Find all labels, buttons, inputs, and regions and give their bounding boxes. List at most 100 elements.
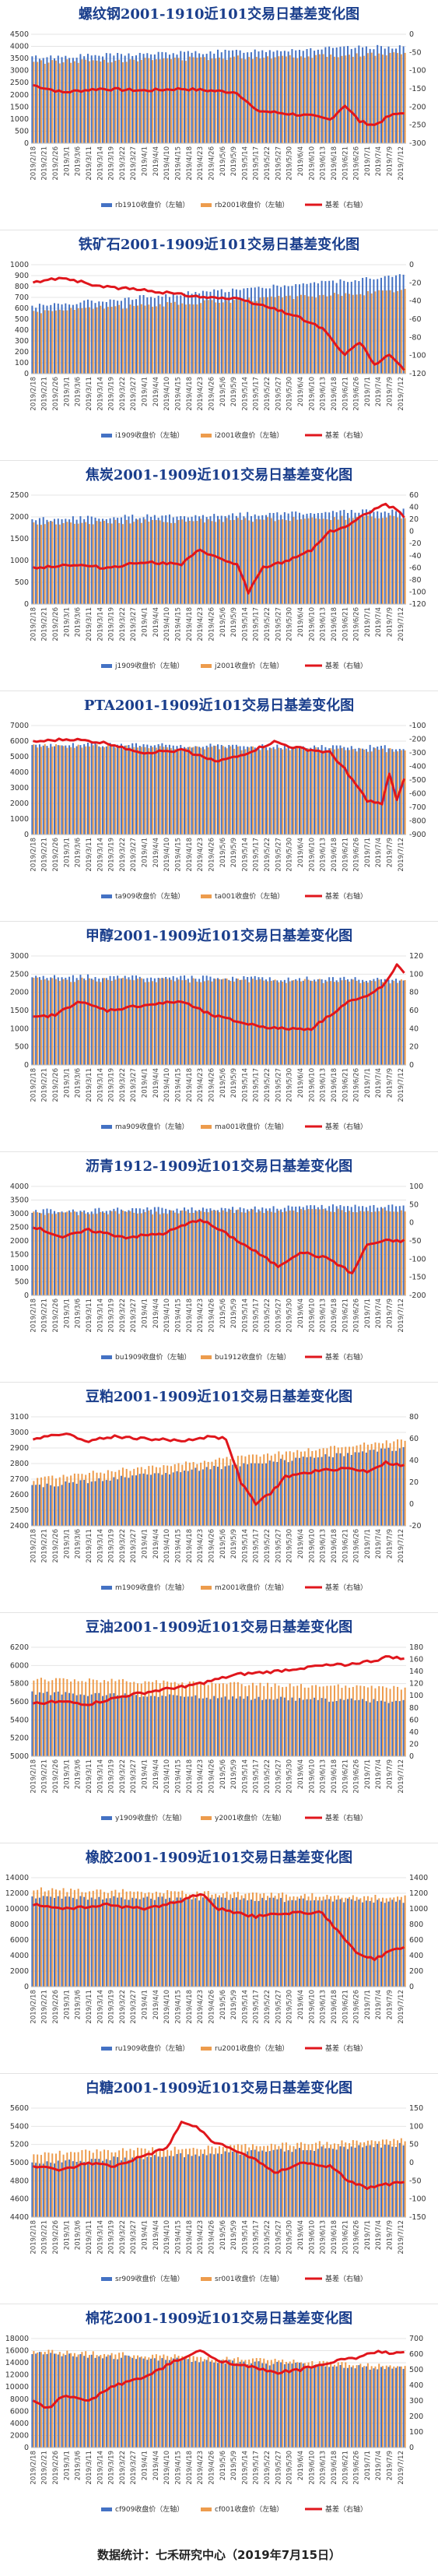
x-tick-label: 2019/7/4 [375, 1068, 383, 1098]
near-contract-bar [42, 745, 44, 835]
x-tick-label: 2019/4/1 [142, 838, 149, 867]
near-contract-bar [387, 1901, 390, 1987]
far-contract-bar [374, 1442, 377, 1526]
x-tick-label: 2019/7/9 [387, 1990, 394, 2019]
near-contract-bar [398, 980, 401, 1065]
far-contract-bar [363, 516, 366, 604]
far-contract-bar [244, 1893, 247, 1987]
near-contract-bar [194, 746, 197, 835]
near-contract-bar [150, 54, 152, 143]
far-contract-bar [400, 290, 402, 374]
x-tick-label: 2019/5/22 [264, 1990, 272, 2024]
near-contract-bar [295, 284, 297, 374]
near-contract-bar [46, 746, 48, 835]
near-contract-bar [90, 1897, 93, 1987]
near-contract-bar [98, 301, 100, 374]
far-contract-bar [356, 2365, 358, 2448]
x-tick-label: 2019/3/6 [75, 1068, 82, 1098]
near-contract-bar [31, 1212, 33, 1295]
far-contract-bar [370, 516, 373, 604]
far-contract-bar [270, 748, 272, 835]
far-contract-bar [159, 1683, 161, 1756]
near-contract-bar [54, 1211, 56, 1295]
far-contract-bar [404, 1687, 406, 1756]
near-contract-bar [328, 748, 331, 835]
bars-group [31, 1439, 406, 1526]
near-contract-bar [302, 2149, 304, 2217]
far-contract-bar [207, 518, 209, 604]
near-contract-bar [347, 1699, 349, 1756]
legend: i1909收盘价（左轴） i2001收盘价（左轴） 基差（右轴） [101, 431, 367, 440]
legend: ta909收盘价（左轴） ta001收盘价（左轴） 基差（右轴） [101, 891, 367, 901]
far-contract-bar [307, 518, 310, 604]
near-contract-bar [243, 1898, 245, 1987]
near-contract-bar [120, 1475, 122, 1526]
y-right-tick-label: -500 [409, 776, 426, 785]
far-contract-bar [322, 1686, 324, 1756]
far-contract-bar [333, 749, 335, 835]
far-contract-bar [207, 980, 209, 1065]
x-tick-label: 2019/3/14 [96, 1068, 104, 1102]
near-contract-bar [387, 979, 390, 1065]
bars-group [31, 274, 406, 374]
far-contract-bar [345, 293, 347, 374]
far-contract-bar [177, 749, 180, 835]
near-contract-bar [201, 2153, 204, 2217]
x-tick-label: 2019/3/27 [130, 1068, 138, 1102]
near-contract-bar [135, 743, 138, 835]
legend-swatch-near [101, 434, 112, 438]
near-contract-bar [384, 2144, 386, 2217]
near-contract-bar [124, 1693, 126, 1756]
far-contract-bar [129, 979, 131, 1065]
far-contract-bar [267, 1211, 269, 1295]
far-contract-bar [219, 979, 221, 1065]
near-contract-bar [220, 289, 223, 374]
far-contract-bar [137, 1891, 139, 1987]
y-left-tick-label: 400 [15, 326, 29, 335]
x-tick-label: 2019/3/22 [119, 1990, 127, 2024]
near-contract-bar [347, 1206, 349, 1295]
near-contract-bar [243, 2153, 245, 2217]
near-contract-bar [306, 49, 308, 143]
near-contract-bar [402, 2368, 405, 2448]
near-contract-bar [343, 2146, 345, 2217]
far-contract-bar [159, 304, 161, 374]
far-contract-bar [389, 983, 391, 1065]
far-contract-bar [44, 1679, 46, 1756]
near-contract-bar [239, 1899, 241, 1987]
far-contract-bar [237, 1456, 239, 1526]
x-tick-label: 2019/3/27 [130, 1299, 138, 1333]
near-contract-bar [254, 49, 256, 143]
x-tick-label: 2019/6/18 [331, 607, 338, 641]
near-contract-bar [306, 1205, 308, 1295]
x-tick-label: 2019/6/10 [308, 2451, 316, 2485]
far-contract-bar [73, 61, 75, 143]
far-contract-bar [226, 1211, 228, 1295]
far-contract-bar [70, 308, 72, 374]
far-contract-bar [278, 2360, 280, 2448]
near-contract-bar [354, 1204, 356, 1295]
far-contract-bar [307, 748, 310, 835]
y-left-tick-label: 500 [15, 1278, 29, 1287]
y-right-tick-label: 100 [409, 970, 423, 979]
far-contract-bar [330, 1446, 332, 1526]
near-contract-bar [224, 49, 226, 143]
x-tick-label: 2019/5/6 [219, 1299, 227, 1328]
far-contract-bar [107, 523, 109, 604]
far-contract-bar [240, 1455, 243, 1526]
far-contract-bar [92, 979, 94, 1065]
x-tick-label: 2019/5/27 [275, 1990, 282, 2024]
near-contract-bar [184, 1207, 186, 1295]
near-contract-bar [72, 1481, 74, 1526]
y-right-tick-label: -200 [409, 103, 426, 111]
far-contract-bar [73, 1679, 75, 1756]
x-tick-label: 2019/4/26 [208, 2451, 215, 2485]
near-contract-bar [317, 1900, 319, 1987]
far-contract-bar [385, 1211, 387, 1295]
y-left-tick-label: 2500 [10, 491, 29, 500]
near-contract-bar [387, 1204, 390, 1295]
far-contract-bar [37, 2352, 39, 2448]
far-contract-bar [192, 1681, 194, 1756]
legend-label: j1909收盘价（左轴） [114, 661, 184, 670]
x-tick-label: 2019/3/11 [86, 1068, 93, 1102]
